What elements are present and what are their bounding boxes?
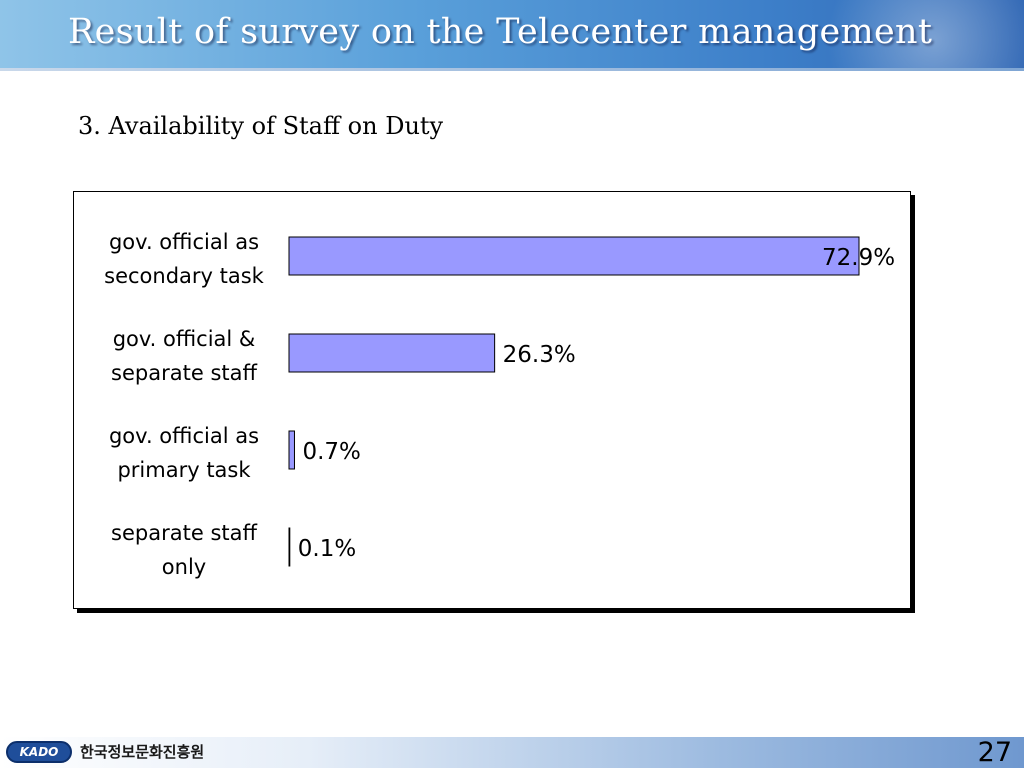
bar-1 bbox=[288, 236, 860, 276]
chart-frame: gov. official as secondary task 72.9% gov. … bbox=[73, 191, 911, 609]
org-name: 한국정보문화진흥원 bbox=[80, 743, 205, 761]
category-label-2: gov. official & separate staff bbox=[111, 327, 257, 385]
value-label-4: 0.1% bbox=[298, 536, 356, 562]
chart-subtitle: 3. Availability of Staff on Duty bbox=[78, 112, 444, 140]
bar-4 bbox=[288, 527, 291, 567]
value-label-1: 72.9% bbox=[822, 245, 895, 271]
kado-logo: KADO bbox=[6, 741, 72, 763]
category-label-1: gov. official as secondary task bbox=[104, 230, 265, 288]
header-divider bbox=[0, 68, 1024, 71]
bar-chart: gov. official as secondary task 72.9% gov. … bbox=[104, 230, 895, 579]
page-title: Result of survey on the Telecenter manag… bbox=[68, 12, 933, 52]
footer-bar bbox=[0, 737, 1024, 768]
page-number: 27 bbox=[977, 737, 1012, 768]
value-label-2: 26.3% bbox=[503, 342, 576, 368]
category-label-4: separate staff only bbox=[111, 521, 257, 579]
bar-3 bbox=[288, 430, 295, 470]
category-label-3: gov. official as primary task bbox=[109, 424, 259, 482]
value-label-3: 0.7% bbox=[302, 439, 360, 465]
header-banner bbox=[0, 0, 1024, 68]
bar-2 bbox=[288, 333, 496, 373]
